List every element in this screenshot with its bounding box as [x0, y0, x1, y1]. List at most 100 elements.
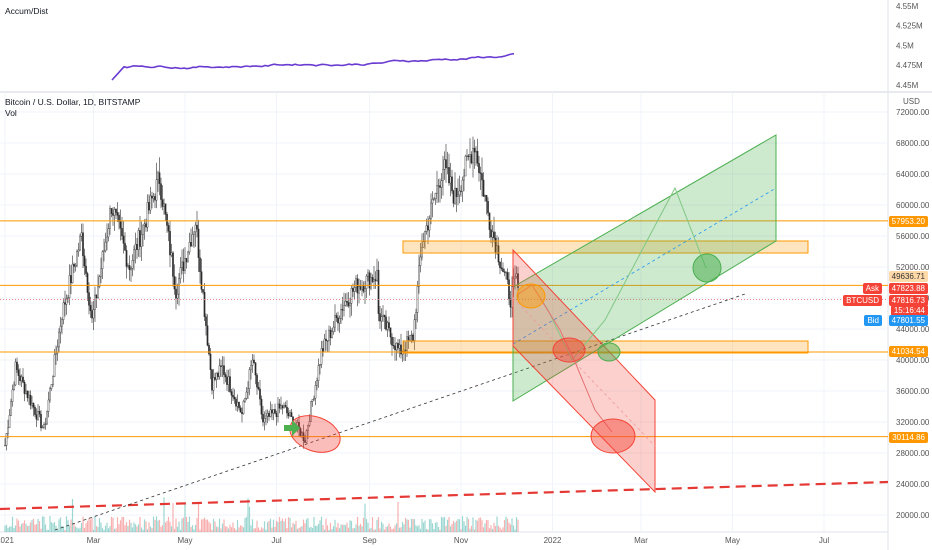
- volume-bar: [166, 520, 168, 532]
- candle-body: [68, 275, 71, 298]
- time-tick-label: Mar: [87, 536, 101, 545]
- volume-bar: [23, 520, 26, 532]
- volume-bar: [472, 517, 474, 532]
- accum-dist-line: [111, 52, 515, 81]
- time-tick-label: Jul: [271, 536, 281, 545]
- volume-bar: [151, 528, 153, 532]
- volume-bar: [254, 528, 257, 532]
- volume-bar: [313, 516, 315, 532]
- volume-bar: [163, 497, 165, 532]
- candle-body: [77, 249, 80, 252]
- candle-body: [370, 277, 372, 289]
- volume-bar: [470, 525, 473, 532]
- candle-body: [484, 195, 486, 197]
- candle-body: [74, 265, 77, 267]
- volume-bar: [137, 524, 140, 532]
- volume-bar: [95, 526, 98, 532]
- candle-body: [424, 231, 426, 242]
- candle-body: [205, 316, 207, 326]
- volume-bar: [374, 529, 377, 532]
- volume-bar: [107, 528, 110, 532]
- candle-body: [271, 409, 273, 414]
- volume-bar: [514, 529, 516, 532]
- volume-bar: [419, 528, 422, 532]
- candle-body: [248, 369, 251, 389]
- volume-bar: [331, 529, 333, 532]
- volume-bar: [268, 521, 270, 532]
- candle-body: [221, 365, 224, 367]
- candle-body: [491, 231, 494, 238]
- candle-body: [62, 302, 65, 320]
- candle-body: [286, 406, 288, 414]
- candle-body: [404, 349, 407, 352]
- volume-bar: [58, 519, 60, 532]
- volume-bar: [109, 526, 111, 532]
- candle-body: [199, 257, 201, 272]
- candle-body: [382, 314, 384, 317]
- price-tick-label: 72000.00: [896, 108, 930, 117]
- candle-body: [374, 279, 377, 282]
- volume-bar: [424, 520, 426, 532]
- candle-body: [509, 298, 512, 308]
- volume-bar: [34, 524, 36, 532]
- volume-bar: [416, 526, 419, 532]
- candle-body: [266, 413, 269, 417]
- candle-body: [428, 218, 431, 231]
- volume-bar: [176, 526, 179, 532]
- candle-body: [394, 345, 396, 351]
- volume-bar: [496, 516, 498, 532]
- candle-body: [355, 278, 357, 288]
- price-tick-label: 40000.00: [896, 356, 930, 365]
- candle-body: [217, 372, 219, 377]
- candle-body: [154, 196, 156, 201]
- candle-body: [410, 334, 413, 336]
- volume-bar: [338, 528, 341, 532]
- volume-bar: [89, 519, 92, 532]
- volume-bar: [115, 528, 117, 532]
- volume-bar: [122, 516, 125, 532]
- candle-body: [139, 230, 141, 247]
- volume-bar: [113, 528, 116, 532]
- candle-body: [406, 336, 408, 352]
- candle-body: [109, 208, 111, 229]
- candle-body: [470, 154, 473, 164]
- volume-bar: [61, 525, 63, 532]
- volume-bar: [158, 519, 161, 532]
- volume-bar: [406, 519, 408, 532]
- volume-bar: [503, 520, 506, 532]
- volume-bar: [499, 527, 501, 532]
- green-channel-midline: [512, 187, 777, 345]
- candle-body: [175, 288, 177, 299]
- candle-body: [8, 415, 11, 429]
- volume-bar: [334, 519, 336, 532]
- volume-bar: [140, 527, 143, 532]
- volume-bar: [82, 516, 84, 532]
- countdown-tag: 15:16:44: [890, 305, 928, 316]
- volume-bar: [4, 525, 6, 532]
- candle-body: [130, 268, 132, 271]
- volume-bar: [458, 519, 461, 532]
- volume-bar: [445, 525, 447, 532]
- time-tick-label: May: [177, 536, 192, 545]
- volume-bar: [128, 519, 131, 532]
- volume-bar: [31, 520, 33, 532]
- volume-bar: [433, 528, 435, 532]
- volume-bar: [173, 529, 176, 532]
- candle-body: [431, 199, 434, 204]
- volume-bar: [437, 526, 440, 532]
- volume-bar: [164, 522, 167, 532]
- candle-body: [22, 376, 24, 383]
- volume-bar: [59, 517, 62, 532]
- volume-bar: [274, 526, 276, 532]
- volume-bar: [143, 519, 146, 532]
- indicator-tick-label: 4.55M: [896, 2, 919, 11]
- candle-body: [92, 309, 95, 319]
- volume-bar: [175, 518, 177, 532]
- volume-bar: [305, 519, 308, 532]
- volume-bar: [220, 528, 222, 532]
- candle-body: [446, 167, 449, 169]
- candle-body: [118, 215, 120, 222]
- candle-body: [94, 294, 96, 310]
- bid-value: 47801.55: [888, 315, 928, 326]
